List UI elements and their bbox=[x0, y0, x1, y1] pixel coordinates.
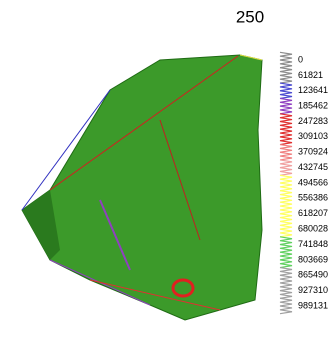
colorbar-tick-label: 494566 bbox=[298, 177, 328, 187]
chart-title: 250 bbox=[236, 7, 264, 26]
colorbar-swatch bbox=[280, 129, 292, 144]
colorbar-tick-label: 370924 bbox=[298, 147, 328, 157]
colorbar-tick-label: 618207 bbox=[298, 208, 328, 218]
colorbar-swatch bbox=[280, 252, 292, 267]
colorbar-swatch bbox=[280, 237, 292, 252]
colorbar-tick-label: 927310 bbox=[298, 285, 328, 295]
colorbar-swatch bbox=[280, 83, 292, 98]
colorbar-tick-label: 309103 bbox=[298, 131, 328, 141]
colorbar-tick-label: 432745 bbox=[298, 162, 328, 172]
colorbar-tick-label: 61821 bbox=[298, 70, 323, 80]
colorbar-swatch bbox=[280, 160, 292, 175]
colorbar-tick-label: 989131 bbox=[298, 300, 328, 310]
colorbar-tick-label: 680028 bbox=[298, 224, 328, 234]
colorbar-swatch bbox=[280, 268, 292, 283]
colorbar-tick-label: 247283 bbox=[298, 116, 328, 126]
colorbar-swatch bbox=[280, 52, 292, 67]
colorbar-tick-label: 803669 bbox=[298, 254, 328, 264]
colorbar-swatch bbox=[280, 68, 292, 83]
colorbar-swatch bbox=[280, 206, 292, 221]
colorbar-tick-label: 123641 bbox=[298, 85, 328, 95]
mesh-region bbox=[22, 55, 262, 320]
colorbar-tick-label: 556386 bbox=[298, 193, 328, 203]
colorbar-swatch bbox=[280, 114, 292, 129]
colorbar-swatch bbox=[280, 175, 292, 190]
colorbar-swatch bbox=[280, 221, 292, 236]
colorbar-swatch bbox=[280, 283, 292, 298]
colorbar-tick-label: 741848 bbox=[298, 239, 328, 249]
colorbar-swatch bbox=[280, 298, 292, 313]
chart: 250 0 61821 123641 185462 247283 309103 370924… bbox=[0, 0, 334, 342]
colorbar-tick-label: 0 bbox=[298, 54, 303, 64]
colorbar-swatch bbox=[280, 145, 292, 160]
colorbar-swatch bbox=[280, 191, 292, 206]
colorbar-tick-label: 865490 bbox=[298, 270, 328, 280]
mesh-plot bbox=[22, 55, 262, 320]
colorbar-tick-label: 185462 bbox=[298, 100, 328, 110]
colorbar-swatch bbox=[280, 98, 292, 113]
